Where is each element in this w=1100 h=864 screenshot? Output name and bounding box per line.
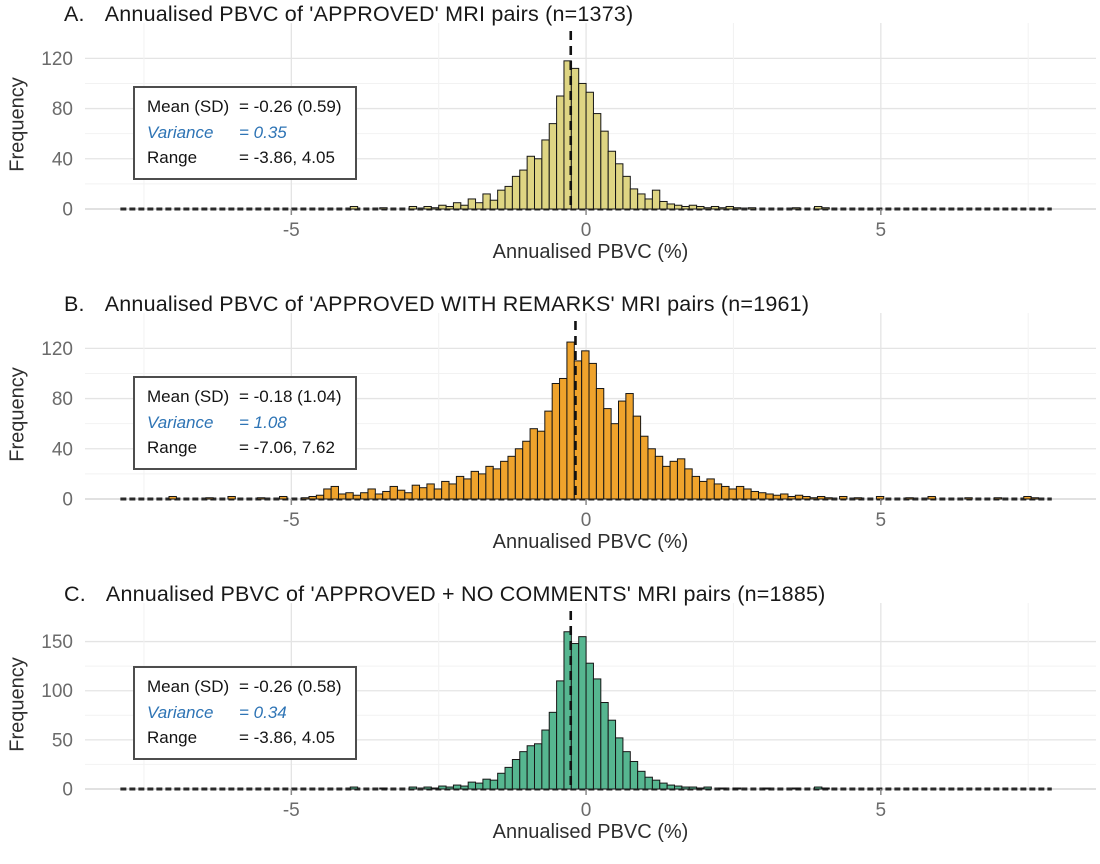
stats-row-variance: Variance = 0.34 xyxy=(147,702,287,722)
histogram-panel-a: 0 40 80 120 -5 0 5 A. Annualised PBVC of 'APPR… xyxy=(0,0,1100,290)
stats-box-c: Mean (SD) = -0.26 (0.58) Variance = 0.34… xyxy=(133,666,357,760)
stats-row-mean: Mean (SD) = -0.26 (0.59) xyxy=(147,97,342,116)
svg-text:80: 80 xyxy=(52,389,73,410)
panel-title-text: Annualised PBVC of 'APPROVED' MRI pairs … xyxy=(104,2,634,26)
stats-row-mean: Mean (SD) = -0.18 (1.04) xyxy=(147,387,342,406)
stats-box-a: Mean (SD) = -0.26 (0.59) Variance = 0.35… xyxy=(133,86,357,180)
y-axis-label: Frequency xyxy=(6,367,29,462)
svg-text:-5: -5 xyxy=(283,800,300,820)
histogram-panel-c: 0 50 100 150 -5 0 5 C. Annualised PBVC of 'APP… xyxy=(0,580,1100,864)
stats-row-variance: Variance = 1.08 xyxy=(147,412,287,432)
x-axis-label: Annualised PBVC (%) xyxy=(492,821,689,843)
svg-text:50: 50 xyxy=(52,730,73,751)
svg-text:0: 0 xyxy=(581,220,592,240)
panel-letter: B. xyxy=(64,292,85,316)
svg-text:40: 40 xyxy=(52,439,73,460)
svg-text:5: 5 xyxy=(876,800,887,820)
svg-text:-5: -5 xyxy=(283,510,300,530)
panel-letter: A. xyxy=(64,2,85,26)
stats-row-mean: Mean (SD) = -0.26 (0.58) xyxy=(147,677,342,696)
svg-text:120: 120 xyxy=(41,49,73,70)
svg-text:80: 80 xyxy=(52,99,73,120)
histogram-panel-b: 0 40 80 120 -5 0 5 B. Annualised PBVC of 'APPR… xyxy=(0,290,1100,580)
stats-row-range: Range = -7.06, 7.62 xyxy=(147,438,335,457)
svg-text:0: 0 xyxy=(62,200,73,221)
panel-title-b: B. Annualised PBVC of 'APPROVED WITH REM… xyxy=(64,292,809,317)
svg-text:100: 100 xyxy=(41,681,73,702)
panel-letter: C. xyxy=(64,582,86,606)
stats-box-b: Mean (SD) = -0.18 (1.04) Variance = 1.08… xyxy=(133,376,357,470)
svg-text:5: 5 xyxy=(876,510,887,530)
histogram-plot-b: 0 40 80 120 -5 0 5 xyxy=(41,313,1096,530)
svg-text:40: 40 xyxy=(52,149,73,170)
histogram-plot-c: 0 50 100 150 -5 0 5 xyxy=(41,603,1096,820)
stats-row-variance: Variance = 0.35 xyxy=(147,122,287,142)
svg-text:-5: -5 xyxy=(283,220,300,240)
svg-text:0: 0 xyxy=(62,490,73,511)
y-axis-label: Frequency xyxy=(6,657,29,752)
x-axis-label: Annualised PBVC (%) xyxy=(492,531,689,553)
svg-text:0: 0 xyxy=(62,780,73,801)
svg-text:0: 0 xyxy=(581,510,592,530)
svg-text:0: 0 xyxy=(581,800,592,820)
svg-text:120: 120 xyxy=(41,339,73,360)
panel-title-c: C. Annualised PBVC of 'APPROVED + NO COM… xyxy=(64,582,826,607)
panel-title-text: Annualised PBVC of 'APPROVED WITH REMARK… xyxy=(104,292,810,316)
svg-text:150: 150 xyxy=(41,632,73,653)
panel-title-a: A. Annualised PBVC of 'APPROVED' MRI pai… xyxy=(64,2,633,27)
stats-row-range: Range = -3.86, 4.05 xyxy=(147,148,335,167)
x-axis-label: Annualised PBVC (%) xyxy=(492,241,689,263)
svg-text:5: 5 xyxy=(876,220,887,240)
y-axis-label: Frequency xyxy=(6,77,29,172)
panel-title-text: Annualised PBVC of 'APPROVED + NO COMMEN… xyxy=(105,582,826,606)
stats-row-range: Range = -3.86, 4.05 xyxy=(147,728,335,747)
